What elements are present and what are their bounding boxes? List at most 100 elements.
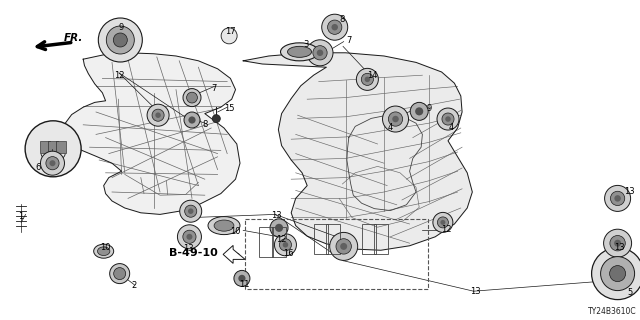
Circle shape	[156, 112, 161, 118]
Text: 7: 7	[212, 84, 217, 93]
Circle shape	[188, 116, 196, 124]
Circle shape	[332, 24, 338, 30]
Bar	[272, 227, 286, 257]
Circle shape	[445, 116, 451, 122]
Circle shape	[40, 151, 65, 175]
Bar	[326, 224, 340, 254]
Bar	[56, 141, 66, 153]
Circle shape	[611, 191, 625, 205]
Text: 12: 12	[276, 235, 287, 244]
Circle shape	[388, 112, 403, 126]
Circle shape	[591, 248, 640, 300]
Text: 4: 4	[388, 124, 393, 132]
Text: 12: 12	[442, 225, 452, 234]
Text: 10: 10	[100, 244, 111, 252]
Circle shape	[275, 224, 283, 232]
Circle shape	[177, 225, 202, 249]
Text: 10: 10	[230, 227, 241, 236]
Circle shape	[113, 33, 127, 47]
Text: 13: 13	[625, 187, 635, 196]
Bar	[48, 141, 58, 153]
Circle shape	[330, 232, 358, 260]
Circle shape	[280, 239, 291, 251]
Circle shape	[275, 234, 296, 256]
Circle shape	[109, 264, 130, 284]
Circle shape	[328, 20, 342, 34]
Circle shape	[183, 230, 196, 244]
Text: B-49-10: B-49-10	[169, 248, 218, 258]
Text: 13: 13	[470, 287, 481, 296]
Circle shape	[600, 257, 635, 291]
Text: 13: 13	[271, 211, 282, 220]
Circle shape	[605, 185, 630, 212]
Circle shape	[415, 107, 423, 116]
Circle shape	[340, 243, 347, 250]
Circle shape	[322, 14, 348, 40]
Circle shape	[307, 40, 333, 66]
Circle shape	[221, 28, 237, 44]
Circle shape	[437, 108, 459, 130]
Ellipse shape	[208, 217, 240, 235]
Circle shape	[313, 46, 327, 60]
Polygon shape	[64, 53, 240, 214]
Circle shape	[183, 89, 201, 107]
Circle shape	[610, 236, 625, 251]
Circle shape	[186, 234, 193, 240]
Circle shape	[604, 229, 632, 257]
Bar	[362, 224, 376, 254]
Circle shape	[392, 116, 399, 122]
Text: FR.: FR.	[64, 33, 83, 44]
Bar	[259, 227, 273, 257]
Circle shape	[184, 112, 200, 128]
Text: TY24B3610C: TY24B3610C	[588, 308, 637, 316]
Text: 5: 5	[628, 288, 633, 297]
Circle shape	[114, 268, 125, 280]
Circle shape	[185, 205, 196, 217]
Text: 9: 9	[119, 23, 124, 32]
Circle shape	[614, 240, 621, 247]
Circle shape	[147, 104, 169, 126]
Bar	[245, 219, 428, 289]
Text: 16: 16	[283, 249, 293, 258]
Circle shape	[180, 200, 202, 222]
Text: 6: 6	[36, 164, 41, 172]
Ellipse shape	[214, 220, 234, 231]
Circle shape	[25, 121, 81, 177]
Circle shape	[212, 115, 220, 123]
Circle shape	[283, 242, 288, 248]
Text: 14: 14	[367, 71, 378, 80]
Circle shape	[610, 266, 626, 282]
Polygon shape	[243, 53, 472, 250]
Circle shape	[410, 102, 428, 120]
Polygon shape	[223, 245, 245, 263]
Text: 1: 1	[19, 212, 24, 221]
Text: 2: 2	[132, 281, 137, 290]
Circle shape	[234, 270, 250, 286]
Ellipse shape	[97, 247, 110, 256]
Ellipse shape	[287, 46, 312, 57]
Text: 15: 15	[224, 104, 234, 113]
Bar	[40, 141, 50, 153]
Circle shape	[270, 219, 288, 237]
Text: 13: 13	[614, 244, 625, 252]
Text: 3: 3	[303, 40, 308, 49]
Circle shape	[365, 76, 370, 82]
Circle shape	[437, 217, 449, 228]
Text: 4: 4	[449, 124, 454, 132]
Circle shape	[356, 68, 378, 90]
Circle shape	[442, 113, 454, 125]
Circle shape	[49, 160, 56, 166]
Text: 9: 9	[426, 104, 431, 113]
Ellipse shape	[93, 244, 114, 258]
Circle shape	[187, 92, 197, 103]
Text: 8: 8	[202, 120, 207, 129]
Circle shape	[433, 212, 453, 232]
Circle shape	[152, 109, 164, 121]
Text: 12: 12	[114, 71, 124, 80]
Circle shape	[238, 275, 246, 282]
Ellipse shape	[280, 43, 319, 61]
Text: 17: 17	[225, 27, 236, 36]
Circle shape	[317, 50, 323, 56]
Text: 11: 11	[239, 280, 250, 289]
Circle shape	[106, 26, 134, 54]
